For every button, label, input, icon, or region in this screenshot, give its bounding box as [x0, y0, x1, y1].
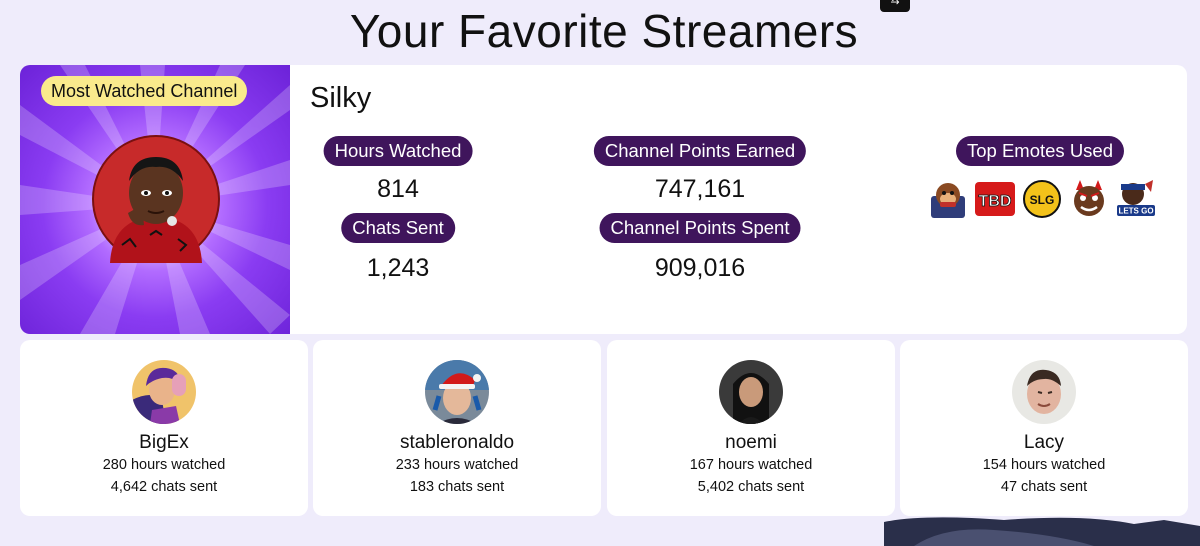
slg-emote-icon[interactable]: SLG	[1021, 178, 1063, 220]
lets-go-emote-icon[interactable]: LETS GO	[1115, 178, 1157, 220]
decorative-figure	[884, 517, 1200, 546]
streamer-card-noemi[interactable]: noemi 167 hours watched 5,402 chats sent	[607, 340, 895, 516]
chats-sent: 183 chats sent	[409, 479, 505, 495]
tbd-emote-icon[interactable]: TBD	[974, 178, 1016, 220]
devil-emote-icon[interactable]	[1068, 178, 1110, 220]
lets-go-emote-text: LETS GO	[1118, 207, 1153, 216]
chats-sent-value: 1,243	[366, 254, 430, 282]
hours-watched: 233 hours watched	[395, 457, 519, 473]
chats-sent: 47 chats sent	[1000, 479, 1088, 495]
streamer-card-bigex[interactable]: BigEx 280 hours watched 4,642 chats sent	[20, 340, 308, 516]
top-emotes-label: Top Emotes Used	[955, 136, 1125, 166]
chats-sent-label: Chats Sent	[341, 213, 455, 243]
chats-sent: 4,642 chats sent	[110, 479, 218, 495]
streamer-card-stableronaldo[interactable]: stableronaldo 233 hours watched 183 chat…	[313, 340, 601, 516]
chats-sent: 5,402 chats sent	[697, 479, 805, 495]
streamer-avatar[interactable]	[425, 360, 489, 424]
streamer-card-lacy[interactable]: Lacy 154 hours watched 47 chats sent	[900, 340, 1188, 516]
monkey-emote-icon[interactable]	[927, 178, 969, 220]
hours-watched: 167 hours watched	[689, 457, 813, 473]
hours-watched-label: Hours Watched	[323, 136, 473, 166]
streamer-name[interactable]: Silky	[310, 82, 372, 114]
streamer-name[interactable]: BigEx	[139, 432, 189, 453]
hours-watched: 280 hours watched	[102, 457, 226, 473]
points-earned-value: 747,161	[654, 175, 746, 203]
slg-emote-text: SLG	[1030, 193, 1055, 207]
page-title: Your Favorite Streamers	[349, 5, 859, 57]
most-watched-badge: Most Watched Channel	[41, 76, 248, 106]
hours-watched: 154 hours watched	[982, 457, 1106, 473]
points-spent-label: Channel Points Spent	[599, 213, 801, 243]
streamer-banner: Most Watched Channel	[20, 65, 290, 334]
streamer-cards: BigEx 280 hours watched 4,642 chats sent…	[20, 340, 1188, 516]
overlay-icon: ⇆	[880, 0, 910, 12]
emote-list: TBD SLG LETS GO	[927, 177, 1159, 221]
streamer-name[interactable]: Lacy	[1023, 432, 1065, 453]
hours-watched-value: 814	[377, 175, 419, 203]
tbd-emote-text: TBD	[979, 193, 1012, 210]
streamer-avatar[interactable]	[92, 135, 220, 263]
streamer-avatar[interactable]	[719, 360, 783, 424]
streamer-avatar[interactable]	[132, 360, 196, 424]
points-earned-label: Channel Points Earned	[593, 136, 807, 166]
streamer-name[interactable]: stableronaldo	[399, 432, 515, 453]
streamer-avatar[interactable]	[1012, 360, 1076, 424]
most-watched-card: Most Watched Channel Silky Hours Watched…	[20, 65, 1187, 334]
points-spent-value: 909,016	[654, 254, 746, 282]
streamer-name[interactable]: noemi	[725, 432, 777, 453]
